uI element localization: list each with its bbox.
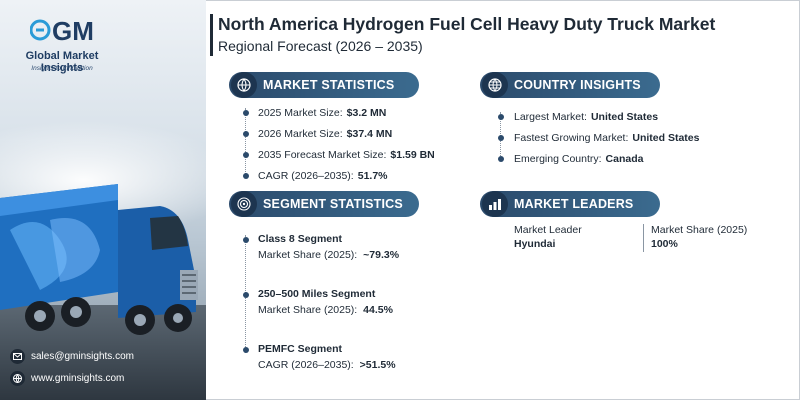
globe-chart-icon [231,72,257,98]
bullet-dot [243,131,249,137]
country-value: United States [632,132,700,144]
stat-label: CAGR (2026–2035): [258,170,354,182]
bullet-dot [243,237,249,243]
market-leader-block: Market Leader Hyundai [514,224,582,250]
truck-photo-panel: GMI Global Market Insights Insights to I… [0,0,206,400]
segment-metric-value: >51.5% [359,359,396,371]
brand-name: Global Market Insights [25,50,99,74]
segment-metric-label: Market Share (2025): [258,249,358,261]
stat-row: 2026 Market Size: $37.4 MN [258,126,392,142]
globe-icon [10,370,25,386]
segment-metric-value: 44.5% [363,304,393,316]
bullet-dot [243,173,249,179]
header-accent-bar [210,14,213,56]
segment-metric-label: Market Share (2025): [258,304,358,316]
page-subtitle: Regional Forecast (2026 – 2035) [218,38,423,54]
market-leader-value: Hyundai [514,238,556,250]
page-title: North America Hydrogen Fuel Cell Heavy D… [218,14,716,34]
market-share-value: 100% [651,238,678,250]
contact-website[interactable]: www.gminsights.com [10,369,200,387]
bullet-dot [498,135,504,141]
stat-value: $37.4 MN [346,128,393,140]
segment-statistics-header: SEGMENT STATISTICS [229,191,419,217]
segment-metric: CAGR (2026–2035): >51.5% [258,359,396,371]
company-logo: GMI Global Market Insights Insights to I… [12,12,112,82]
truck-illustration [0,184,198,335]
stat-label: 2026 Market Size: [258,128,343,140]
stat-label: 2025 Market Size: [258,107,343,119]
segment-metric: Market Share (2025): 44.5% [258,304,393,316]
market-statistics-title: MARKET STATISTICS [263,78,395,92]
bullet-dot [498,156,504,162]
bullet-dot [243,292,249,298]
segment-metric-label: CAGR (2026–2035): [258,359,354,371]
envelope-icon [10,348,25,364]
stat-value: $3.2 MN [346,107,387,119]
market-statistics-timeline [245,108,246,178]
stat-value: 51.7% [357,170,388,182]
country-row: Largest Market: United States [514,109,658,125]
market-leaders-header: MARKET LEADERS [480,191,660,217]
bullet-dot [243,347,249,353]
country-label: Emerging Country: [514,153,602,165]
market-share-label: Market Share (2025) [651,224,748,236]
market-leader-label: Market Leader [514,224,582,236]
brand-tagline: Insights to Innovation [31,65,93,72]
country-insights-title: COUNTRY INSIGHTS [514,78,641,92]
country-insights-header: COUNTRY INSIGHTS [480,72,660,98]
bar-chart-icon [482,191,508,217]
segment-metric-value: ~79.3% [363,249,400,261]
gmi-logo-mark: GMI [30,16,94,46]
market-statistics-header: MARKET STATISTICS [229,72,419,98]
target-icon [231,191,257,217]
contact-email[interactable]: sales@gminsights.com [10,347,200,365]
globe-icon [482,72,508,98]
country-label: Fastest Growing Market: [514,132,629,144]
segment-name: Class 8 Segment [258,233,343,245]
country-label: Largest Market: [514,111,587,123]
stat-row: 2025 Market Size: $3.2 MN [258,105,386,121]
svg-text:GMI: GMI [52,16,94,46]
country-value: United States [590,111,659,123]
bullet-dot [498,114,504,120]
stat-label: 2035 Forecast Market Size: [258,149,387,161]
stat-row: CAGR (2026–2035): 51.7% [258,168,388,184]
segment-name: 250–500 Miles Segment [258,288,376,300]
website-text[interactable]: www.gminsights.com [31,372,125,384]
leader-divider [643,224,644,252]
segment-statistics-title: SEGMENT STATISTICS [263,197,403,211]
email-text[interactable]: sales@gminsights.com [31,350,134,362]
market-leaders-title: MARKET LEADERS [514,197,634,211]
bullet-dot [243,110,249,116]
segment-name: PEMFC Segment [258,343,343,355]
bullet-dot [243,152,249,158]
segment-metric: Market Share (2025): ~79.3% [258,249,399,261]
country-row: Emerging Country: Canada [514,151,643,167]
country-row: Fastest Growing Market: United States [514,130,699,146]
stat-row: 2035 Forecast Market Size: $1.59 BN [258,147,435,163]
country-value: Canada [605,153,644,165]
market-share-block: Market Share (2025) 100% [651,224,747,250]
stat-value: $1.59 BN [390,149,435,161]
